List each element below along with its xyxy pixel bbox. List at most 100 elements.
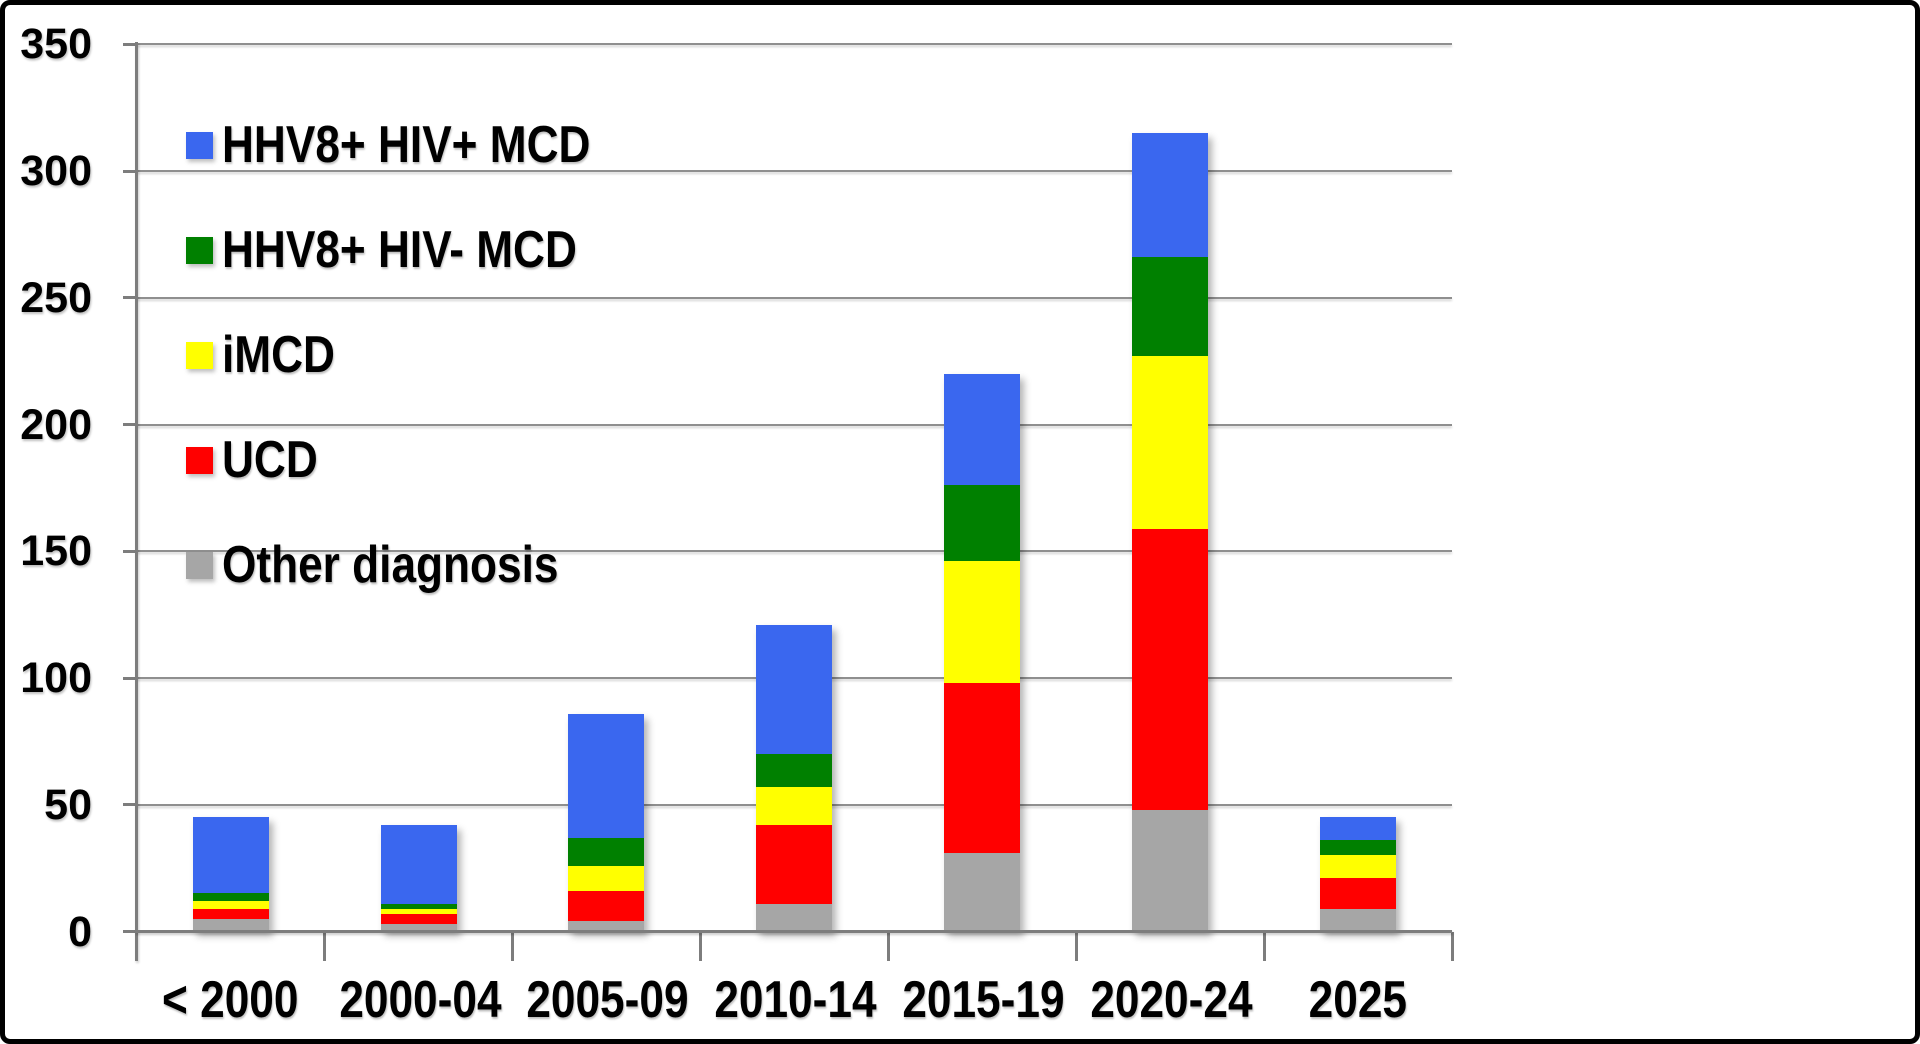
x-tick-5 bbox=[1074, 931, 1078, 961]
x-axis-label-text: < 2000 bbox=[162, 971, 299, 1029]
x-axis-line bbox=[135, 930, 1452, 933]
gridline-150 bbox=[136, 550, 1452, 553]
y-axis-label-350: 350 bbox=[20, 20, 92, 69]
y-axis-label-50: 50 bbox=[44, 780, 92, 829]
bar-segment-iMCD bbox=[1132, 356, 1209, 529]
x-tick-4 bbox=[886, 931, 890, 961]
x-tick-3 bbox=[698, 931, 702, 961]
y-tick-200 bbox=[122, 423, 137, 427]
bar-2000-04 bbox=[380, 825, 457, 932]
x-tick-2 bbox=[511, 931, 514, 961]
gridline-250 bbox=[136, 296, 1452, 299]
x-axis-label-text: 2025 bbox=[1308, 971, 1408, 1029]
gridline-350 bbox=[136, 43, 1452, 46]
y-tick-150 bbox=[122, 549, 137, 553]
legend-label-HHV8-HIV-MCD: HHV8+ HIV- MCD bbox=[222, 221, 640, 279]
bar-segment-HHV8-HIV-MCD bbox=[756, 624, 833, 755]
legend-swatch-Other-diagnosis bbox=[186, 551, 213, 579]
bar-segment-iMCD bbox=[944, 561, 1021, 684]
bar-segment-HHV8-HIV-MCD bbox=[756, 754, 833, 788]
y-axis-line bbox=[135, 42, 139, 961]
legend-label-iMCD: iMCD bbox=[222, 326, 355, 384]
bar-segment-Other-diagnosis bbox=[1320, 908, 1397, 932]
x-axis-label-2010-14: 2010-14 bbox=[700, 974, 888, 1026]
gridline-200 bbox=[136, 423, 1452, 426]
y-axis-label-200: 200 bbox=[20, 400, 92, 449]
bar-2005-09 bbox=[568, 713, 645, 932]
legend-label-UCD: UCD bbox=[222, 431, 335, 489]
gridline-300 bbox=[136, 170, 1452, 173]
x-axis-label-text: 2020-24 bbox=[1090, 971, 1253, 1029]
bar-segment-UCD bbox=[192, 908, 269, 919]
bar-segment-Other-diagnosis bbox=[756, 903, 833, 932]
x-axis-label-2015-19: 2015-19 bbox=[888, 974, 1076, 1026]
x-axis-label--2000: < 2000 bbox=[137, 974, 325, 1026]
bar-segment-HHV8-HIV-MCD bbox=[944, 373, 1021, 486]
y-tick-0 bbox=[122, 930, 137, 933]
x-tick-7 bbox=[1450, 931, 1454, 961]
bar-segment-Other-diagnosis bbox=[568, 921, 645, 932]
bar-segment-HHV8-HIV-MCD bbox=[192, 893, 269, 902]
legend-label-text: Other diagnosis bbox=[222, 536, 559, 594]
bar-segment-Other-diagnosis bbox=[192, 918, 269, 932]
bar-segment-HHV8-HIV-MCD bbox=[568, 713, 645, 838]
bar-segment-UCD bbox=[1132, 528, 1209, 810]
bar-segment-UCD bbox=[380, 913, 457, 924]
y-axis-label-100: 100 bbox=[20, 654, 92, 703]
bar-segment-HHV8-HIV-MCD bbox=[192, 817, 269, 894]
bar-segment-UCD bbox=[944, 683, 1021, 853]
bar-segment-iMCD bbox=[568, 865, 645, 891]
x-tick-1 bbox=[323, 931, 327, 961]
legend-swatch-HHV8-HIV-MCD bbox=[186, 131, 213, 159]
bar-2025 bbox=[1320, 817, 1397, 932]
y-axis-label-0: 0 bbox=[68, 907, 92, 956]
x-axis-label-text: 2015-19 bbox=[902, 971, 1065, 1029]
bar-2010-14 bbox=[756, 624, 833, 932]
bar-segment-Other-diagnosis bbox=[944, 852, 1021, 932]
y-tick-50 bbox=[122, 803, 137, 807]
bar-segment-iMCD bbox=[1320, 855, 1397, 879]
x-axis-label-2025: 2025 bbox=[1264, 974, 1452, 1026]
legend-swatch-UCD bbox=[186, 446, 213, 474]
bar-segment-Other-diagnosis bbox=[380, 923, 457, 932]
legend-label-text: UCD bbox=[222, 431, 318, 489]
y-axis-label-300: 300 bbox=[20, 147, 92, 196]
bar-segment-HHV8-HIV-MCD bbox=[1320, 817, 1397, 841]
x-axis-label-text: 2010-14 bbox=[714, 971, 877, 1029]
x-tick-6 bbox=[1262, 931, 1266, 961]
bar-segment-UCD bbox=[756, 825, 833, 904]
y-tick-300 bbox=[122, 169, 137, 173]
x-axis-label-text: 2005-09 bbox=[526, 971, 689, 1029]
bar-segment-UCD bbox=[568, 890, 645, 922]
legend-label-HHV8-HIV-MCD: HHV8+ HIV+ MCD bbox=[222, 116, 655, 174]
bar-segment-HHV8-HIV-MCD bbox=[1132, 133, 1209, 258]
bar-2015-19 bbox=[944, 373, 1021, 932]
bar--2000 bbox=[192, 817, 269, 932]
legend-swatch-HHV8-HIV-MCD bbox=[186, 236, 213, 264]
y-tick-100 bbox=[122, 676, 137, 680]
y-tick-250 bbox=[122, 296, 137, 300]
bar-segment-iMCD bbox=[380, 908, 457, 914]
y-axis-label-250: 250 bbox=[20, 273, 92, 322]
y-tick-350 bbox=[122, 42, 137, 46]
bar-segment-iMCD bbox=[192, 901, 269, 909]
x-axis-label-text: 2000-04 bbox=[338, 971, 502, 1029]
bar-segment-HHV8-HIV-MCD bbox=[944, 485, 1021, 562]
x-axis-label-2005-09: 2005-09 bbox=[512, 974, 700, 1026]
legend-label-Other-diagnosis: Other diagnosis bbox=[222, 536, 618, 594]
x-axis-label-2000-04: 2000-04 bbox=[325, 974, 513, 1026]
bar-segment-HHV8-HIV-MCD bbox=[380, 825, 457, 904]
bar-segment-Other-diagnosis bbox=[1132, 809, 1209, 932]
bar-segment-HHV8-HIV-MCD bbox=[568, 837, 645, 866]
bar-segment-HHV8-HIV-MCD bbox=[1132, 257, 1209, 357]
bar-segment-iMCD bbox=[756, 787, 833, 826]
legend-label-text: HHV8+ HIV+ MCD bbox=[222, 116, 591, 174]
y-axis-label-150: 150 bbox=[20, 527, 92, 576]
bar-segment-UCD bbox=[1320, 878, 1397, 909]
legend-swatch-iMCD bbox=[186, 341, 213, 369]
bar-segment-HHV8-HIV-MCD bbox=[1320, 840, 1397, 856]
bar-2020-24 bbox=[1132, 133, 1209, 932]
legend-label-text: HHV8+ HIV- MCD bbox=[222, 221, 577, 279]
x-axis-label-2020-24: 2020-24 bbox=[1076, 974, 1264, 1026]
